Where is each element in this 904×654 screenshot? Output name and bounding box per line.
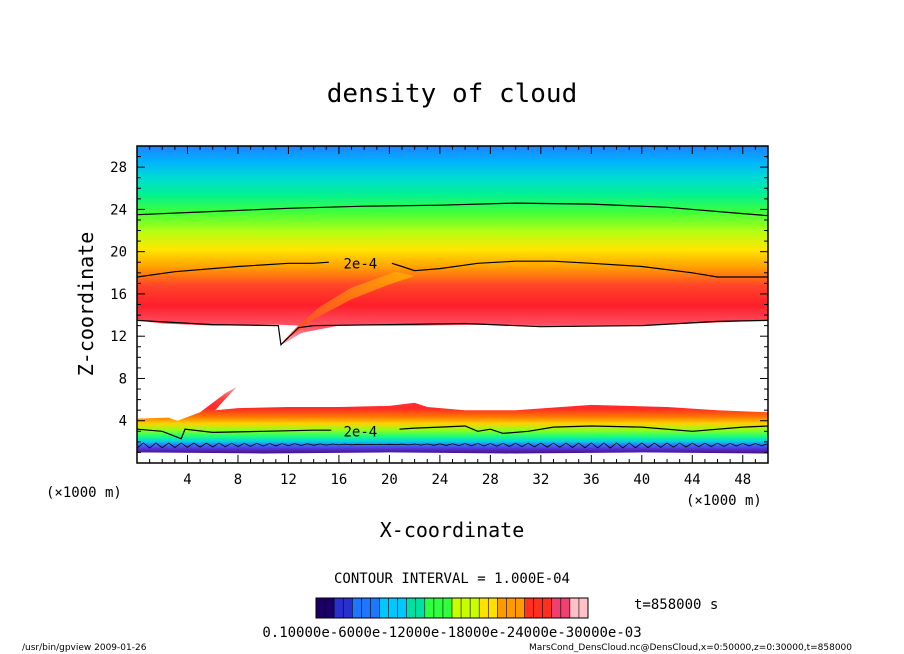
contour-line xyxy=(137,428,332,440)
colorbar-swatch xyxy=(352,598,362,618)
y-tick-label: 4 xyxy=(119,414,127,430)
lower-cloud-layer xyxy=(137,386,768,454)
x-tick-label: 48 xyxy=(734,472,751,488)
footer-right: MarsCond_DensCloud.nc@DensCloud,x=0:5000… xyxy=(529,643,852,653)
x-axis: 4 8 12 16 20 24 28 32 36 40 44 48 xyxy=(149,146,769,488)
colorbar-swatch xyxy=(560,598,571,618)
contour-line xyxy=(399,425,768,435)
colorbar-swatch xyxy=(424,598,435,618)
time-label: t=858000 s xyxy=(634,597,718,613)
y-tick-label: 12 xyxy=(110,329,127,345)
y-tick-label: 16 xyxy=(110,287,127,303)
colorbar-swatch xyxy=(442,598,453,618)
contour-line xyxy=(137,261,329,278)
contour-interval: CONTOUR INTERVAL = 1.000E-04 xyxy=(334,571,570,587)
plot-area: 2e-4 2e-4 xyxy=(137,146,768,454)
contour-label: 2e-4 xyxy=(344,424,378,440)
colorbar-swatch xyxy=(506,598,516,618)
colorbar xyxy=(315,597,589,619)
colorbar-swatch xyxy=(334,598,344,618)
colorbar-swatch xyxy=(461,598,471,618)
contour-line xyxy=(391,260,768,278)
x-tick-label: 32 xyxy=(532,472,549,488)
colorbar-swatch xyxy=(397,598,407,618)
y-tick-label: 20 xyxy=(110,245,127,261)
colorbar-swatch xyxy=(325,598,335,618)
colorbar-swatch xyxy=(578,598,589,618)
colorbar-labels: 0.10000e-6000e-12000e-18000e-24000e-3000… xyxy=(262,625,641,641)
y-tick-label: 8 xyxy=(119,371,127,387)
colorbar-swatch xyxy=(542,598,553,618)
x-tick-label: 16 xyxy=(330,472,347,488)
upper-cloud-layer xyxy=(137,146,768,345)
x-left-unit: (×1000 m) xyxy=(46,485,122,501)
y-axis: 4 8 12 16 20 24 28 xyxy=(110,145,768,453)
colorbar-swatch xyxy=(569,598,580,618)
colorbar-swatch xyxy=(406,598,417,618)
x-axis-title: X-coordinate xyxy=(380,518,525,542)
colorbar-swatch xyxy=(361,598,371,618)
colorbar-frame xyxy=(315,597,589,619)
contour-line xyxy=(137,202,768,217)
colorbar-swatch xyxy=(433,598,444,618)
chart-title: density of cloud xyxy=(327,79,577,109)
colorbar-swatch xyxy=(388,598,398,618)
colorbar-swatch xyxy=(524,598,534,618)
colorbar-swatch xyxy=(533,598,543,618)
x-tick-label: 12 xyxy=(280,472,297,488)
colorbar-swatch xyxy=(551,598,562,618)
colorbar-swatch xyxy=(343,598,353,618)
contour-line xyxy=(137,319,768,346)
x-tick-label: 44 xyxy=(684,472,701,488)
x-tick-label: 20 xyxy=(381,472,398,488)
contour-line xyxy=(137,442,768,449)
colorbar-swatch xyxy=(470,598,480,618)
x-tick-label: 8 xyxy=(234,472,242,488)
colorbar-swatch xyxy=(479,598,489,618)
colorbar-swatch xyxy=(497,598,507,618)
colorbar-swatch xyxy=(379,598,389,618)
y-axis-title: Z-coordinate xyxy=(74,232,98,377)
x-tick-label: 28 xyxy=(482,472,499,488)
x-unit: (×1000 m) xyxy=(686,493,762,509)
contour-label: 2e-4 xyxy=(344,256,378,272)
colorbar-swatch xyxy=(316,598,326,618)
colorbar-swatch xyxy=(452,598,462,618)
colorbar-swatch xyxy=(488,598,498,618)
footer-left: /usr/bin/gpview 2009-01-26 xyxy=(22,643,147,653)
colorbar-swatch xyxy=(515,598,525,618)
y-tick-label: 24 xyxy=(110,202,127,218)
y-tick-label: 28 xyxy=(110,160,127,176)
x-tick-label: 40 xyxy=(633,472,650,488)
cloud-plume xyxy=(282,271,415,343)
x-tick-label: 24 xyxy=(431,472,448,488)
colorbar-swatch xyxy=(370,598,380,618)
colorbar-swatch xyxy=(415,598,426,618)
x-tick-label: 36 xyxy=(583,472,600,488)
x-tick-label: 4 xyxy=(183,472,191,488)
